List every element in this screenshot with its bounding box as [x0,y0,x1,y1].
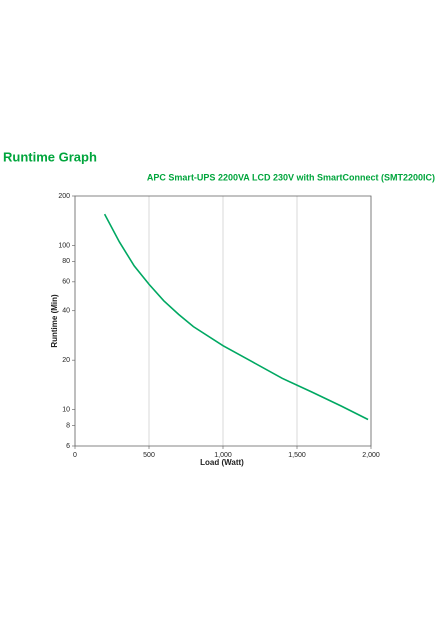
y-tick-label: 60 [62,279,70,286]
x-tick-label: 500 [143,452,155,459]
chart-title: Runtime Graph [3,149,97,164]
x-tick-label: 1,000 [214,452,232,459]
y-tick-label: 200 [58,193,70,200]
line-series [103,213,369,421]
y-tick-label: 80 [62,258,70,265]
x-axis-label: Load (Watt) [200,458,244,467]
x-tick-label: 0 [73,452,77,459]
y-tick-label: 40 [62,308,70,315]
x-tick-label: 1,500 [288,452,306,459]
y-tick-label: 8 [66,422,70,429]
x-tick-label: 2,000 [362,452,380,459]
chart-subtitle: APC Smart-UPS 2200VA LCD 230V with Smart… [147,172,435,182]
y-tick-label: 10 [62,406,70,413]
y-tick-label: 6 [66,443,70,450]
y-tick-label: 100 [58,242,70,249]
plot-frame [74,195,372,447]
y-axis-label: Runtime (Min) [50,294,59,348]
y-tick-label: 20 [62,357,70,364]
